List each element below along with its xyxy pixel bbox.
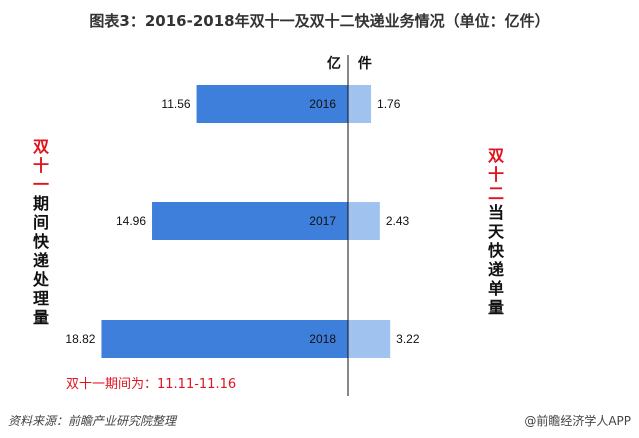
left-label-highlight: 双十一 [32,137,49,194]
bar-right-2016 [348,85,372,123]
left-label-rest: 期间快递处理量 [32,194,49,327]
right-label-rest: 当天快递单量 [487,203,504,317]
right-label-highlight: 双十二 [487,146,504,203]
bar-right-2018 [348,320,391,358]
source-note: 资料来源：前瞻产业研究院整理 [8,414,177,428]
data-label-right: 3.22 [396,332,420,346]
data-label-left: 11.56 [161,97,190,111]
category-label: 2016 [309,97,336,111]
data-label-right: 2.43 [386,214,410,228]
bar-left-2017 [152,202,348,240]
right-axis-label: 双十二 当天快递单量 [486,146,506,317]
bar-left-2016 [196,85,348,123]
data-label-left: 18.82 [65,332,95,346]
data-label-left: 14.96 [116,214,146,228]
credit: @前瞻经济学人APP [524,414,631,428]
bar-left-2018 [101,320,348,358]
unit-label: 亿 件 [327,56,378,72]
chart-title: 图表3：2016-2018年双十一及双十二快递业务情况（单位：亿件） [89,12,550,30]
data-label-right: 1.76 [377,97,401,111]
category-label: 2018 [309,332,336,346]
period-annotation: 双十一期间为：11.11-11.16 [66,377,237,392]
bar-right-2017 [348,202,380,240]
category-label: 2017 [309,214,336,228]
left-axis-label: 双十一 期间快递处理量 [31,137,51,327]
